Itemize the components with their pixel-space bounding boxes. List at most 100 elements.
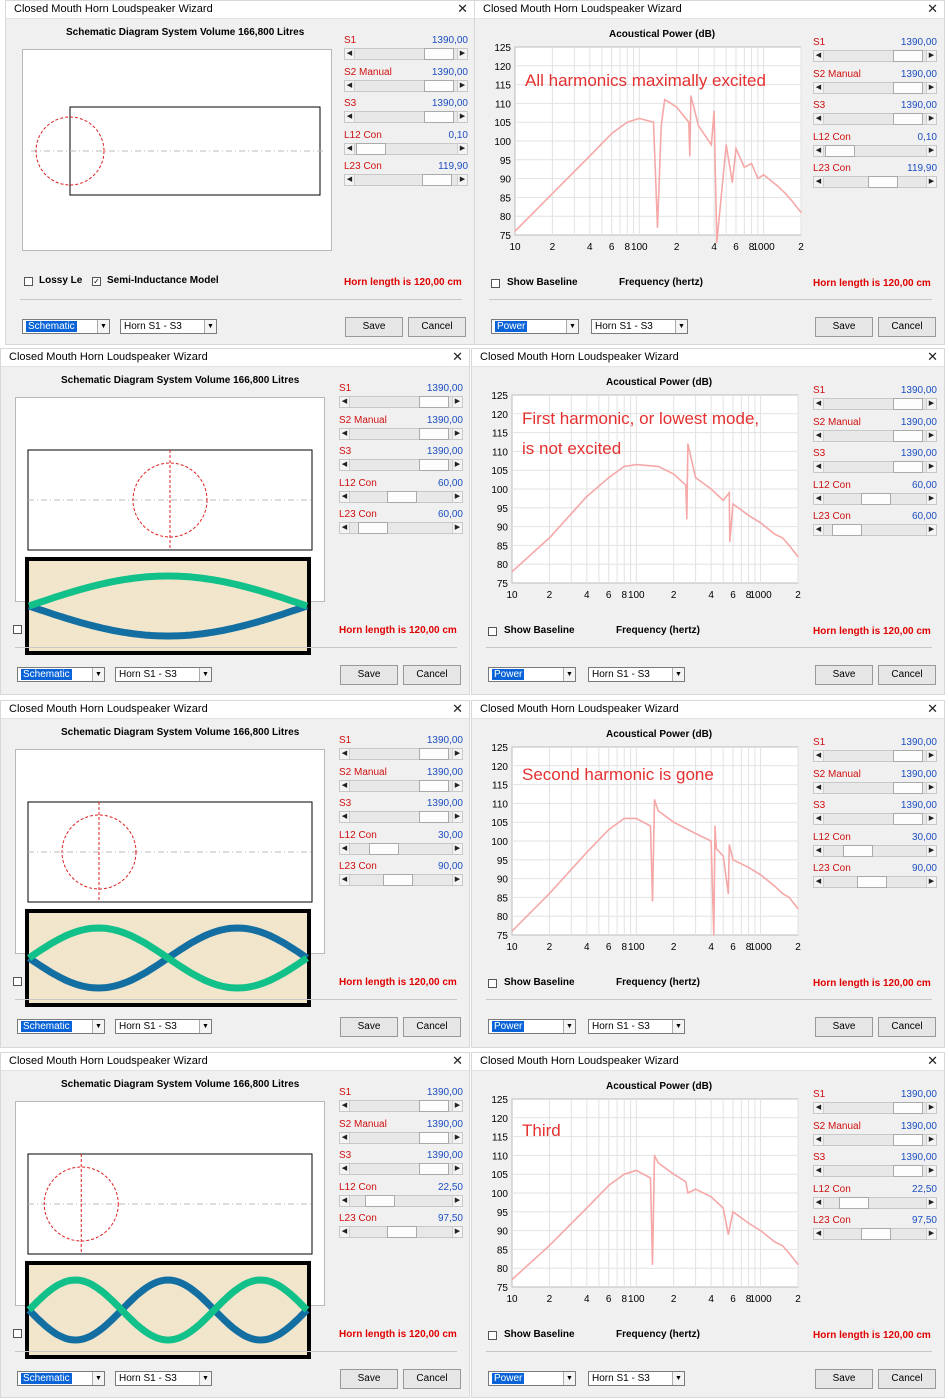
slider-track[interactable]: ◀ ▶ <box>344 111 468 123</box>
cancel-button[interactable]: Cancel <box>408 317 466 337</box>
scroll-right-icon[interactable]: ▶ <box>926 51 936 61</box>
scroll-left-icon[interactable]: ◀ <box>814 145 824 156</box>
scroll-right-icon[interactable]: ▶ <box>452 843 462 854</box>
cancel-button[interactable]: Cancel <box>878 665 936 685</box>
scroll-left-icon[interactable]: ◀ <box>814 1229 824 1239</box>
save-button[interactable]: Save <box>340 1369 398 1389</box>
scroll-right-icon[interactable]: ▶ <box>452 460 462 470</box>
close-icon[interactable]: ✕ <box>457 1 468 16</box>
slider-thumb[interactable] <box>893 1133 924 1146</box>
slider-thumb[interactable] <box>893 781 924 794</box>
chevron-down-icon[interactable]: ▼ <box>672 1372 684 1385</box>
slider-thumb[interactable] <box>893 429 924 442</box>
close-icon[interactable]: ✕ <box>927 701 938 716</box>
slider-thumb[interactable] <box>419 748 450 760</box>
slider-track[interactable]: ◀ ▶ <box>813 113 937 125</box>
slider-thumb[interactable] <box>832 524 863 536</box>
slider-thumb[interactable] <box>419 396 450 408</box>
scroll-right-icon[interactable]: ▶ <box>457 143 467 154</box>
scroll-right-icon[interactable]: ▶ <box>926 782 936 793</box>
slider-track[interactable]: ◀ ▶ <box>339 522 463 534</box>
scroll-left-icon[interactable]: ◀ <box>814 462 824 472</box>
cancel-button[interactable]: Cancel <box>878 1017 936 1037</box>
scroll-left-icon[interactable]: ◀ <box>340 428 350 439</box>
scroll-right-icon[interactable]: ▶ <box>452 397 462 407</box>
scroll-left-icon[interactable]: ◀ <box>814 1197 824 1208</box>
slider-thumb[interactable] <box>356 142 386 155</box>
chevron-down-icon[interactable]: ▼ <box>199 1372 211 1385</box>
chevron-down-icon[interactable]: ▼ <box>199 1020 211 1033</box>
slider-thumb[interactable] <box>893 1165 924 1177</box>
cancel-button[interactable]: Cancel <box>878 317 936 337</box>
scroll-left-icon[interactable]: ◀ <box>814 114 824 124</box>
scroll-left-icon[interactable]: ◀ <box>340 1132 350 1143</box>
scroll-left-icon[interactable]: ◀ <box>814 51 824 61</box>
slider-track[interactable]: ◀ ▶ <box>339 1100 463 1112</box>
slider-thumb[interactable] <box>422 174 453 186</box>
slider-track[interactable]: ◀ ▶ <box>339 427 463 440</box>
scroll-left-icon[interactable]: ◀ <box>814 751 824 761</box>
scroll-right-icon[interactable]: ▶ <box>457 80 467 91</box>
slider-thumb[interactable] <box>383 874 414 886</box>
view-select[interactable]: Schematic ▼ <box>22 319 110 334</box>
scroll-right-icon[interactable]: ▶ <box>452 491 462 502</box>
scroll-right-icon[interactable]: ▶ <box>926 814 936 824</box>
slider-track[interactable]: ◀ ▶ <box>813 1133 937 1146</box>
save-button[interactable]: Save <box>815 665 873 685</box>
cancel-button[interactable]: Cancel <box>878 1369 936 1389</box>
slider-track[interactable]: ◀ ▶ <box>813 781 937 794</box>
close-icon[interactable]: ✕ <box>927 1 938 16</box>
slider-thumb[interactable] <box>387 490 417 503</box>
scroll-left-icon[interactable]: ◀ <box>345 143 355 154</box>
scroll-left-icon[interactable]: ◀ <box>814 782 824 793</box>
horn-select[interactable]: Horn S1 - S3 ▼ <box>115 1019 212 1034</box>
scroll-right-icon[interactable]: ▶ <box>926 82 936 93</box>
scroll-left-icon[interactable]: ◀ <box>345 175 355 185</box>
chevron-down-icon[interactable]: ▼ <box>675 320 687 333</box>
save-button[interactable]: Save <box>340 665 398 685</box>
scroll-left-icon[interactable]: ◀ <box>340 843 350 854</box>
scroll-right-icon[interactable]: ▶ <box>457 175 467 185</box>
chevron-down-icon[interactable]: ▼ <box>204 320 216 333</box>
show-baseline-checkbox[interactable] <box>488 627 497 636</box>
scroll-right-icon[interactable]: ▶ <box>926 399 936 409</box>
slider-thumb[interactable] <box>419 1131 450 1144</box>
slider-track[interactable]: ◀ ▶ <box>813 492 937 505</box>
slider-track[interactable]: ◀ ▶ <box>813 844 937 857</box>
scroll-left-icon[interactable]: ◀ <box>345 80 355 91</box>
scroll-left-icon[interactable]: ◀ <box>814 877 824 887</box>
slider-track[interactable]: ◀ ▶ <box>339 1163 463 1175</box>
scroll-left-icon[interactable]: ◀ <box>814 1134 824 1145</box>
scroll-right-icon[interactable]: ▶ <box>452 780 462 791</box>
slider-thumb[interactable] <box>419 1100 450 1112</box>
chevron-down-icon[interactable]: ▼ <box>563 1020 575 1033</box>
scroll-left-icon[interactable]: ◀ <box>340 397 350 407</box>
view-select[interactable]: Power ▼ <box>488 1371 576 1386</box>
scroll-left-icon[interactable]: ◀ <box>340 1164 350 1174</box>
slider-track[interactable]: ◀ ▶ <box>339 396 463 408</box>
scroll-right-icon[interactable]: ▶ <box>452 523 462 533</box>
slider-track[interactable]: ◀ ▶ <box>813 461 937 473</box>
slider-thumb[interactable] <box>861 1228 891 1240</box>
save-button[interactable]: Save <box>815 1017 873 1037</box>
lossy-checkbox[interactable] <box>13 1329 22 1338</box>
slider-track[interactable]: ◀ ▶ <box>813 176 937 188</box>
scroll-right-icon[interactable]: ▶ <box>926 751 936 761</box>
scroll-right-icon[interactable]: ▶ <box>452 1164 462 1174</box>
slider-thumb[interactable] <box>893 813 924 825</box>
save-button[interactable]: Save <box>815 1369 873 1389</box>
scroll-left-icon[interactable]: ◀ <box>345 112 355 122</box>
scroll-left-icon[interactable]: ◀ <box>814 525 824 535</box>
chevron-down-icon[interactable]: ▼ <box>92 668 104 681</box>
slider-thumb[interactable] <box>857 876 888 888</box>
scroll-right-icon[interactable]: ▶ <box>452 875 462 885</box>
horn-select[interactable]: Horn S1 - S3 ▼ <box>588 1019 685 1034</box>
slider-thumb[interactable] <box>861 492 891 505</box>
chevron-down-icon[interactable]: ▼ <box>92 1020 104 1033</box>
scroll-left-icon[interactable]: ◀ <box>340 1101 350 1111</box>
slider-thumb[interactable] <box>893 461 924 473</box>
slider-thumb[interactable] <box>369 842 399 855</box>
slider-track[interactable]: ◀ ▶ <box>339 1131 463 1144</box>
scroll-right-icon[interactable]: ▶ <box>926 430 936 441</box>
slider-track[interactable]: ◀ ▶ <box>813 1228 937 1240</box>
